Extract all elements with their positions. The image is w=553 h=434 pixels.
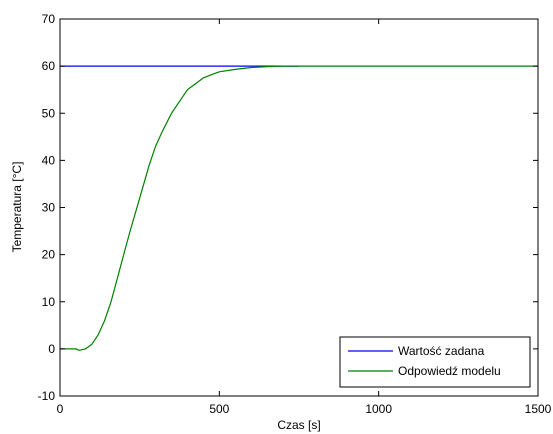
x-tick-label: 500 (209, 402, 229, 416)
y-tick-label: 40 (42, 153, 56, 167)
y-tick-label: 0 (48, 342, 55, 356)
series-line-2 (60, 65, 538, 351)
x-tick-label: 0 (57, 402, 64, 416)
y-tick-label: 70 (42, 12, 56, 26)
legend-label: Wartość zadana (398, 344, 485, 358)
legend-label: Odpowiedź modelu (398, 364, 501, 378)
x-tick-label: 1000 (365, 402, 392, 416)
legend: Wartość zadana Odpowiedź modelu (339, 336, 531, 388)
y-tick-label: 60 (42, 59, 56, 73)
y-tick-label: 50 (42, 106, 56, 120)
y-axis-label: Temperatura [°C] (10, 162, 24, 253)
y-tick-label: -10 (38, 389, 56, 403)
legend-box (339, 336, 531, 388)
y-tick-label: 20 (42, 248, 56, 262)
x-axis-label: Czas [s] (277, 418, 320, 432)
series-layer (60, 65, 538, 351)
y-tick-label: 30 (42, 201, 56, 215)
plot-area (60, 19, 538, 396)
x-tick-label: 1500 (525, 402, 552, 416)
y-tick-label: 10 (42, 295, 56, 309)
